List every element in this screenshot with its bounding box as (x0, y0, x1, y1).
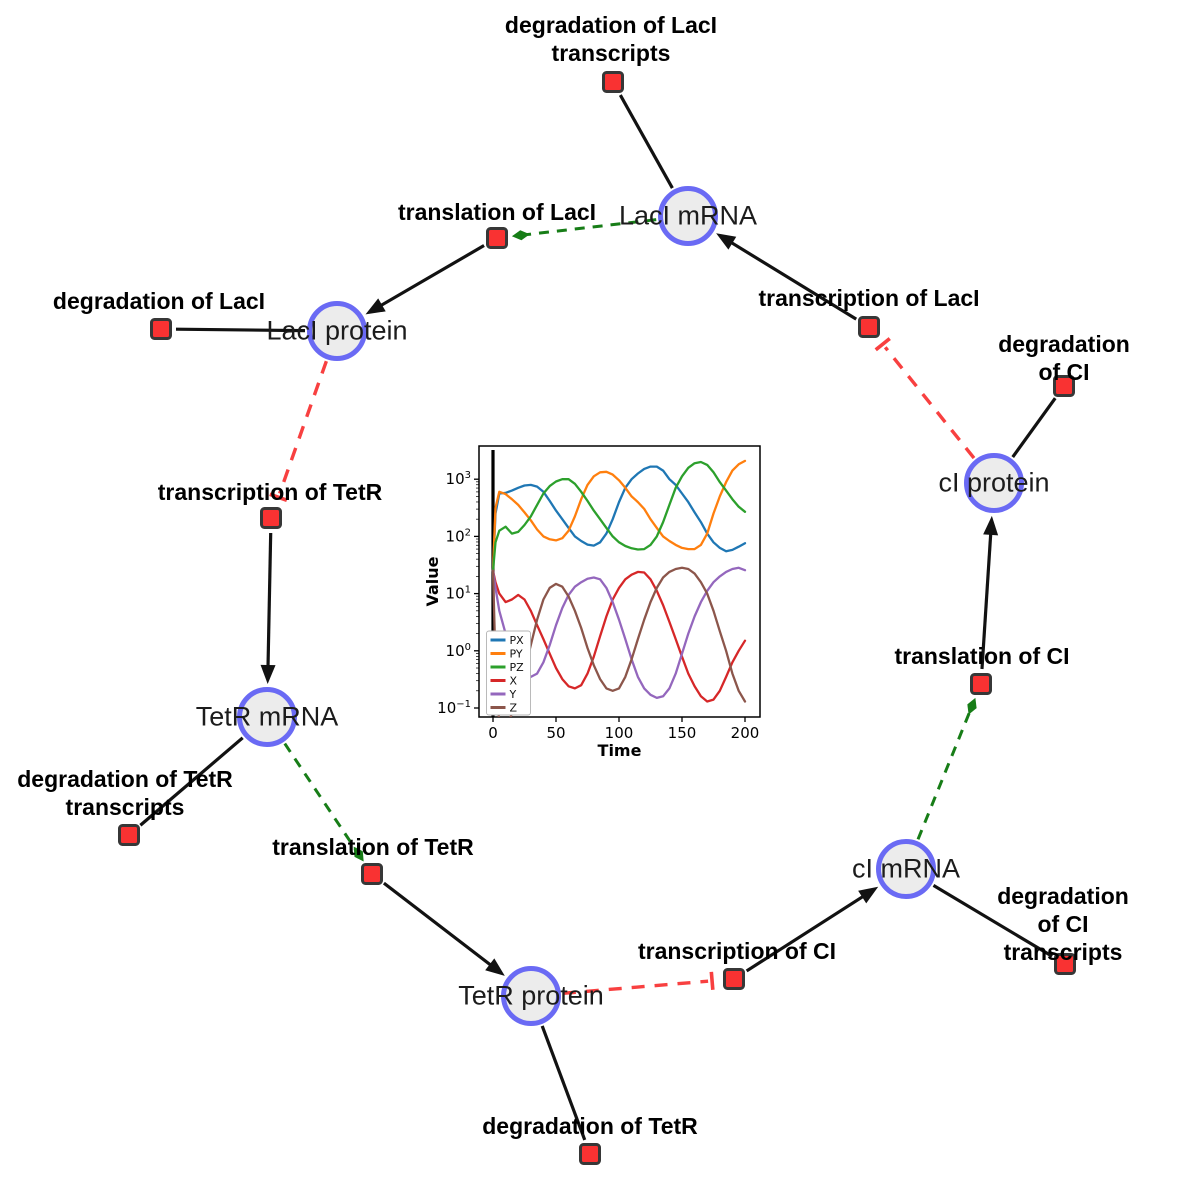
reaction-label-deg_tetr_tx: degradation of TetR transcripts (17, 765, 233, 820)
y-tick-label: 100 (446, 642, 471, 660)
y-axis-label: Value (425, 556, 442, 606)
species-node-laci_mrna (658, 186, 718, 246)
reaction-node-deg_tetr (579, 1143, 601, 1165)
series-X (491, 569, 747, 703)
y-tick-label: 10−1 (437, 699, 471, 717)
species-label-tetr_mrna: TetR mRNA (195, 701, 339, 732)
reaction-node-deg_ci_tx (1054, 953, 1076, 975)
edge-production-transcription_tetr-tetr_mrna (260, 532, 276, 685)
reaction-label-deg_ci: degradation of CI (998, 330, 1130, 385)
species-node-tetr_mrna (237, 687, 297, 747)
y-tick-label: 101 (446, 585, 471, 603)
species-label-tetr_protein: TetR protein (458, 980, 604, 1011)
reaction-label-transcription_tetr: transcription of TetR (157, 478, 383, 505)
reaction-label-transcription_laci: transcription of LacI (758, 284, 980, 311)
edge-production-transcription_ci-ci_mrna (745, 886, 879, 973)
reaction-node-transcription_ci (723, 968, 745, 990)
reaction-node-deg_laci_tx (602, 71, 624, 93)
edge-consumption-ci_protein-deg_ci (1011, 397, 1057, 458)
y-tick-label: 103 (446, 470, 471, 488)
species-node-tetr_protein (501, 966, 561, 1026)
x-tick-label: 50 (546, 724, 565, 742)
edge-consumption-laci_mrna-deg_laci_tx (618, 94, 674, 189)
legend-label-Z: Z (510, 702, 518, 715)
legend-label-PZ: PZ (510, 661, 525, 674)
reaction-node-deg_tetr_tx (118, 824, 140, 846)
time-series-plot: 0 50 100 150 20010−1100101102103TimeValuePXP… (425, 428, 770, 761)
edge-catalysis-laci_mrna-translation_laci (511, 218, 657, 241)
edge-inhibition-laci_protein-transcription_tetr (269, 360, 328, 502)
edge-consumption-tetr_protein-deg_tetr (540, 1025, 587, 1141)
reaction-node-deg_laci (150, 318, 172, 340)
legend-label-PY: PY (510, 648, 523, 661)
species-node-ci_mrna (876, 839, 936, 899)
edge-consumption-tetr_mrna-deg_tetr_tx (139, 736, 244, 827)
reaction-label-deg_laci_tx: degradation of LacI transcripts (504, 11, 718, 66)
species-label-ci_protein: cI protein (938, 467, 1050, 498)
reaction-label-deg_laci: degradation of LacI (52, 287, 266, 314)
species-node-ci_protein (964, 453, 1024, 513)
edge-inhibition-tetr_protein-transcription_ci (562, 971, 715, 996)
x-tick-label: 0 (488, 724, 498, 742)
edge-production-translation_laci-laci_protein (365, 244, 485, 315)
species-node-laci_protein (307, 301, 367, 361)
edge-production-translation_tetr-tetr_protein (382, 881, 505, 976)
reaction-node-translation_tetr (361, 863, 383, 885)
x-tick-label: 200 (731, 724, 760, 742)
y-tick-label: 102 (446, 527, 471, 545)
reaction-label-translation_ci: translation of CI (894, 642, 1070, 669)
edge-catalysis-ci_mrna-translation_ci (916, 697, 977, 840)
series-PX (491, 465, 747, 572)
species-label-laci_mrna: LacI mRNA (618, 200, 758, 231)
reaction-label-translation_laci: translation of LacI (397, 198, 597, 225)
legend-label-PX: PX (510, 634, 525, 647)
x-tick-label: 100 (605, 724, 634, 742)
reaction-node-deg_ci (1053, 375, 1075, 397)
reaction-label-translation_tetr: translation of TetR (272, 833, 474, 860)
x-tick-label: 150 (668, 724, 697, 742)
edge-inhibition-ci_protein-transcription_laci (874, 337, 976, 460)
reaction-node-transcription_laci (858, 316, 880, 338)
series-PZ (491, 460, 747, 572)
edge-production-transcription_laci-laci_mrna (716, 233, 858, 321)
reaction-label-deg_tetr: degradation of TetR (482, 1112, 698, 1139)
edge-consumption-laci_protein-deg_laci (175, 327, 306, 333)
reaction-node-translation_laci (486, 227, 508, 249)
species-label-laci_protein: LacI protein (266, 315, 408, 346)
reaction-node-translation_ci (970, 673, 992, 695)
reaction-label-deg_ci_tx: degradation of CI transcripts (997, 882, 1129, 966)
edge-production-translation_ci-ci_protein (980, 515, 999, 670)
edge-consumption-ci_mrna-deg_ci_tx (932, 884, 1053, 958)
reaction-label-transcription_ci: transcription of CI (637, 937, 837, 964)
x-axis-label: Time (598, 741, 642, 760)
species-label-ci_mrna: cI mRNA (852, 853, 960, 884)
reaction-node-transcription_tetr (260, 507, 282, 529)
legend-label-Y: Y (509, 688, 517, 701)
legend-label-X: X (510, 675, 518, 688)
edge-catalysis-tetr_mrna-translation_tetr (283, 742, 364, 862)
